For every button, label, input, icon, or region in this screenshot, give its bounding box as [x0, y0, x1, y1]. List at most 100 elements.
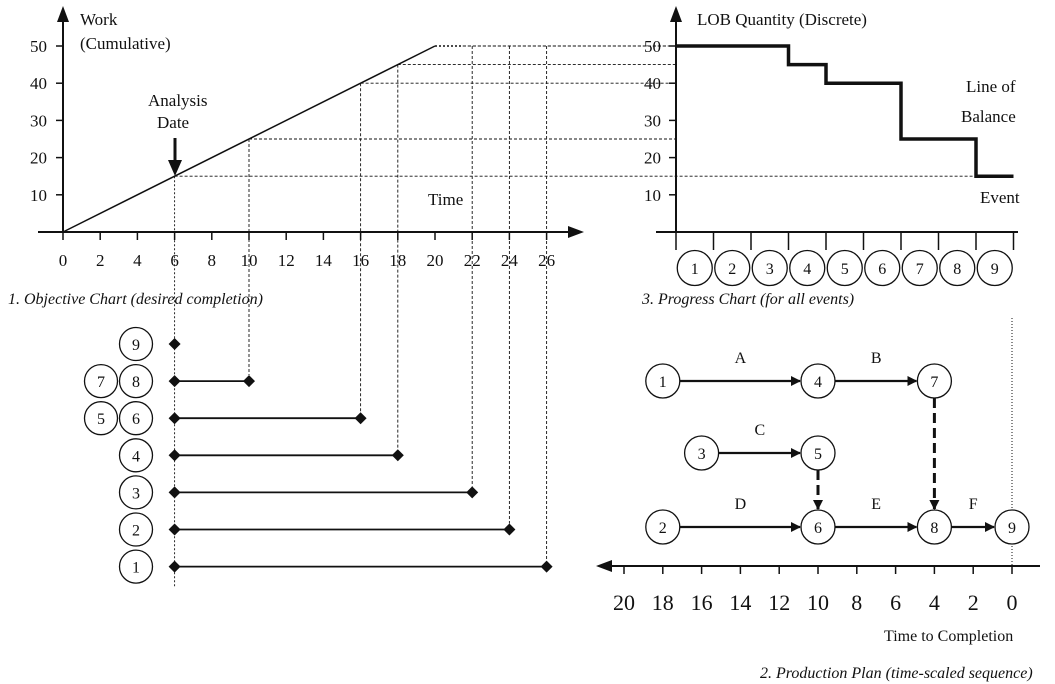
- production-plan-activities: A B C D E F: [679, 350, 995, 532]
- objective-y-tick-label: 10: [30, 186, 47, 205]
- completion-time-axis-arrow: [596, 560, 612, 572]
- progress-event-circles: 1 2 3 4 5 6 7 8 9: [675, 232, 1015, 287]
- objective-x-tick-label: 4: [133, 251, 142, 270]
- bar-start-diamond: [168, 560, 181, 573]
- objective-xlabel-time: Time: [428, 190, 463, 209]
- completion-time-ticks: 20 18 16 14 12 10 8 6 4 2 0: [613, 566, 1018, 615]
- plan-node-number: 3: [698, 446, 706, 463]
- progress-y-ticks: 10 20 30 40 50: [644, 37, 676, 205]
- production-plan-dependencies: [813, 398, 940, 510]
- plan-node-circle: [916, 363, 953, 399]
- bar-event-circle: [118, 326, 154, 362]
- bar-event-number: 7: [97, 374, 105, 391]
- objective-x-tick-label: 26: [538, 251, 555, 270]
- plan-node-circle: [994, 509, 1030, 545]
- completion-tick-label: 8: [851, 590, 862, 615]
- bar-event-circle: [83, 401, 119, 436]
- completion-tick-label: 10: [807, 590, 829, 615]
- objective-x-tick-label: 24: [501, 251, 519, 270]
- analysis-label-line2: Date: [157, 113, 189, 132]
- plan-node-number: 5: [814, 446, 822, 463]
- bar-start-diamond: [168, 523, 181, 536]
- bar-end-diamond: [391, 449, 404, 462]
- completion-tick-label: 18: [652, 590, 674, 615]
- progress-event-circle: [864, 249, 901, 287]
- lob-label-line1: Line of: [966, 77, 1016, 96]
- bar-event-number: 9: [132, 337, 140, 354]
- activity-label: F: [969, 496, 978, 513]
- bar-end-diamond: [243, 375, 255, 388]
- line-of-balance: [676, 44, 1014, 178]
- progress-y-tick-label: 50: [644, 37, 661, 56]
- objective-x-tick-label: 8: [208, 251, 217, 270]
- bar-event-number: 2: [132, 523, 140, 540]
- objective-y-axis-arrow: [57, 6, 69, 22]
- plan-node-circle: [916, 509, 953, 545]
- event-bar-chart: 9 8 7 6 5 4 3 2 1: [83, 326, 553, 584]
- completion-tick-label: 0: [1007, 590, 1018, 615]
- progress-event-circle: [751, 249, 788, 287]
- progress-y-tick-label: 10: [644, 186, 661, 205]
- activity-label: B: [871, 350, 882, 367]
- progress-event-label: Event: [980, 188, 1020, 207]
- activity-label: E: [871, 496, 881, 513]
- progress-event-circle: [939, 249, 976, 287]
- production-plan-caption: 2. Production Plan (time-scaled sequence…: [760, 665, 1033, 682]
- progress-event-number: 8: [953, 261, 961, 278]
- progress-event-circle: [676, 249, 713, 287]
- completion-tick-label: 4: [929, 590, 940, 615]
- bar-event-number: 4: [132, 448, 140, 465]
- bar-start-diamond: [168, 486, 181, 499]
- plan-node-circle: [683, 435, 720, 471]
- objective-ylabel-cumulative: (Cumulative): [80, 34, 171, 53]
- plan-node-circle: [800, 435, 836, 471]
- bar-end-diamond: [466, 486, 479, 499]
- plan-node-circle: [800, 363, 836, 399]
- progress-event-number: 7: [916, 261, 924, 278]
- objective-y-tick-label: 40: [30, 74, 47, 93]
- progress-event-circle: [826, 249, 863, 287]
- completion-tick-label: 6: [890, 590, 901, 615]
- progress-y-tick-label: 30: [644, 111, 661, 130]
- plan-node-number: 4: [814, 374, 822, 391]
- objective-ylabel-work: Work: [80, 10, 118, 29]
- bar-start-diamond: [168, 375, 181, 388]
- plan-node-circle: [645, 509, 681, 545]
- progress-event-circle: [976, 249, 1013, 287]
- objective-y-tick-label: 20: [30, 149, 47, 168]
- progress-caption: 3. Progress Chart (for all events): [641, 291, 854, 308]
- progress-y-axis-arrow: [670, 6, 682, 22]
- progress-event-number: 2: [728, 261, 736, 278]
- plan-node-number: 6: [814, 520, 822, 537]
- progress-event-circle: [789, 249, 826, 287]
- bar-event-circle: [118, 549, 154, 584]
- plan-node-circle: [800, 509, 836, 545]
- production-plan: A BCD E F 1 4 73 52 6 8 9 20 18 16 14 12 10 8 6 4 2 0 Time …: [596, 318, 1040, 682]
- objective-caption: 1. Objective Chart (desired completion): [8, 291, 263, 308]
- progress-event-number: 4: [803, 261, 811, 278]
- completion-tick-label: 14: [729, 590, 751, 615]
- bar-event-circle: [118, 401, 154, 436]
- objective-x-ticks: 0 2 4 6 8 10 12 14 16 18 20 22 24 26: [59, 232, 555, 270]
- bar-event-circle: [83, 363, 119, 399]
- progress-ylabel: LOB Quantity (Discrete): [697, 10, 867, 29]
- bar-event-number: 1: [132, 560, 140, 577]
- bar-end-diamond: [540, 560, 553, 573]
- completion-tick-label: 16: [691, 590, 713, 615]
- objective-x-tick-label: 14: [315, 251, 333, 270]
- bar-event-circle: [118, 438, 154, 473]
- plan-node-number: 9: [1008, 520, 1016, 537]
- lob-label-line2: Balance: [961, 107, 1016, 126]
- analysis-label-line1: Analysis: [148, 91, 208, 110]
- completion-tick-label: 2: [968, 590, 979, 615]
- bar-event-number: 5: [97, 411, 105, 428]
- progress-event-number: 3: [766, 261, 774, 278]
- progress-y-tick-label: 40: [644, 74, 661, 93]
- plan-node-number: 8: [930, 520, 938, 537]
- progress-event-number: 5: [841, 261, 849, 278]
- objective-y-ticks: 10 20 30 40 50: [30, 37, 63, 205]
- bar-event-number: 3: [132, 485, 140, 502]
- activity-label: A: [735, 350, 747, 367]
